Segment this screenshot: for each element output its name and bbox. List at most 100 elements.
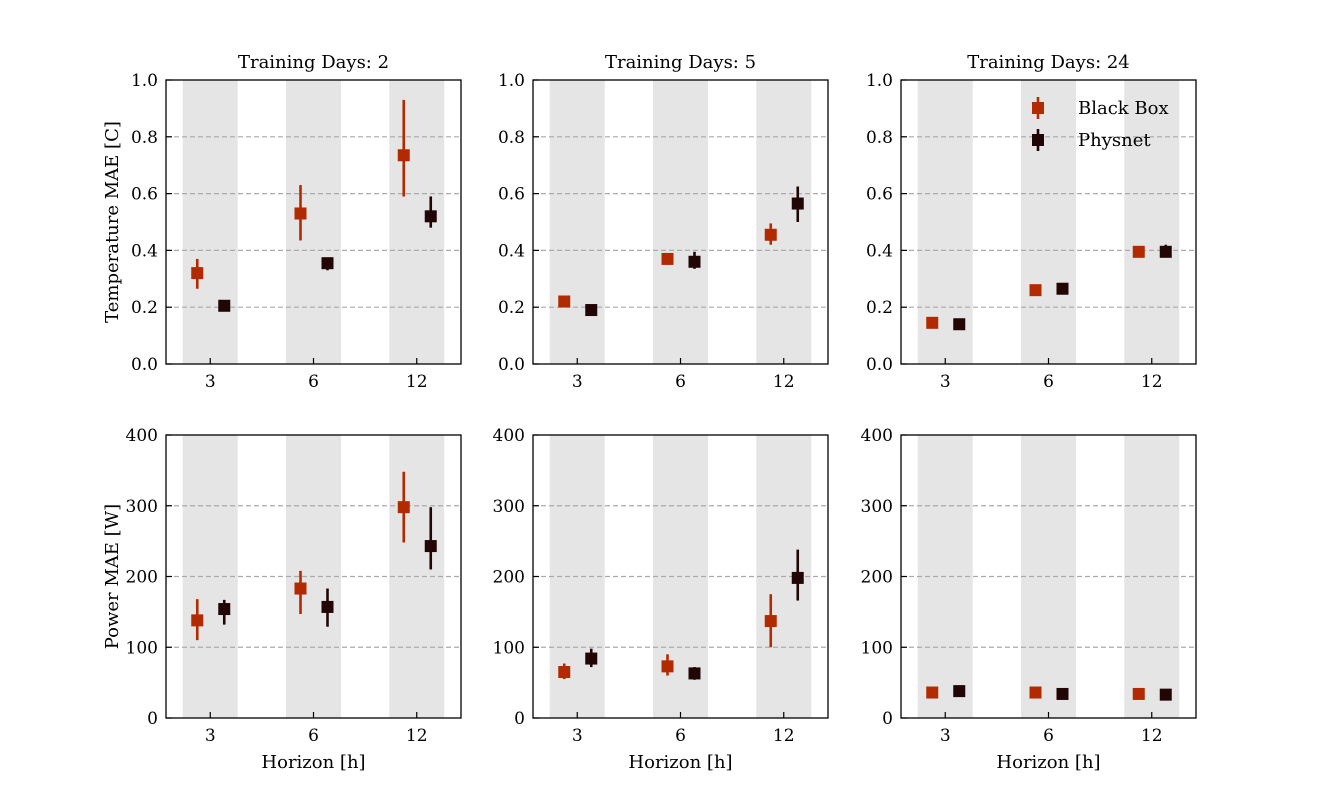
data-point-black-box <box>191 614 204 627</box>
y-tick-label: 400 <box>493 426 525 446</box>
y-tick-label: 0.0 <box>498 355 525 375</box>
category-band-6 <box>653 80 708 364</box>
y-tick-label: 300 <box>493 497 525 517</box>
y-tick-label: 0.6 <box>498 185 525 205</box>
data-point-physnet <box>953 318 966 331</box>
panel-title: Training Days: 2 <box>238 52 389 73</box>
legend-marker-physnet <box>1032 134 1044 146</box>
data-point-black-box <box>294 207 307 220</box>
y-tick-label: 0.8 <box>131 128 158 148</box>
category-band-3 <box>917 80 973 364</box>
x-tick-label: 6 <box>675 372 686 392</box>
panel-title: Training Days: 5 <box>605 52 756 73</box>
y-tick-label: 0.4 <box>498 241 525 261</box>
x-tick-label: 3 <box>572 726 583 746</box>
data-point-physnet <box>791 571 804 584</box>
x-tick-label: 3 <box>572 372 583 392</box>
x-tick-label: 12 <box>406 372 428 392</box>
category-band-6 <box>1021 80 1076 364</box>
data-point-physnet <box>424 210 437 223</box>
category-band-12 <box>756 80 812 364</box>
x-tick-label: 3 <box>205 726 216 746</box>
y-tick-label: 0.6 <box>131 185 158 205</box>
y-tick-label: 0.6 <box>866 185 893 205</box>
y-tick-label: 0.2 <box>866 298 893 318</box>
data-point-black-box <box>1029 284 1042 297</box>
y-tick-label: 0 <box>882 709 893 729</box>
x-tick-label: 6 <box>308 726 319 746</box>
x-axis-label: Horizon [h] <box>261 752 365 773</box>
data-point-physnet <box>321 600 334 613</box>
y-tick-label: 0.4 <box>131 241 158 261</box>
data-point-black-box <box>661 252 674 265</box>
data-point-physnet <box>1056 282 1069 295</box>
data-point-black-box <box>558 295 571 308</box>
x-tick-label: 12 <box>773 372 795 392</box>
x-tick-label: 3 <box>940 726 951 746</box>
y-tick-label: 100 <box>126 638 158 658</box>
category-band-3 <box>182 80 238 364</box>
category-band-12 <box>1124 80 1180 364</box>
category-band-6 <box>286 80 341 364</box>
panel-1: 0.0 0.2 0.4 0.6 0.8 1.0 3 6 12 Training Days: 2 Te… <box>102 52 462 392</box>
data-point-physnet <box>321 257 334 270</box>
y-tick-label: 0.8 <box>498 128 525 148</box>
y-tick-label: 100 <box>493 638 525 658</box>
data-point-black-box <box>191 267 204 280</box>
y-tick-label: 200 <box>126 568 158 588</box>
y-tick-label: 300 <box>861 497 893 517</box>
data-point-physnet <box>585 304 598 317</box>
y-tick-label: 1.0 <box>866 71 893 91</box>
x-tick-label: 6 <box>1043 372 1054 392</box>
data-point-physnet <box>1159 688 1172 701</box>
x-tick-label: 6 <box>1043 726 1054 746</box>
y-tick-label: 0.2 <box>498 298 525 318</box>
y-tick-label: 1.0 <box>498 71 525 91</box>
data-point-black-box <box>397 501 410 514</box>
x-axis-label: Horizon [h] <box>996 752 1100 773</box>
panel-title: Training Days: 24 <box>967 52 1130 73</box>
data-point-physnet <box>688 255 701 268</box>
data-point-physnet <box>953 685 966 698</box>
y-axis-label: Temperature MAE [C] <box>102 121 123 323</box>
data-point-physnet <box>585 652 598 665</box>
x-tick-label: 12 <box>773 726 795 746</box>
x-tick-label: 12 <box>1141 726 1163 746</box>
y-tick-label: 100 <box>861 638 893 658</box>
panel-4: 0 100 200 300 400 3 6 12 Horizon [h] Power MAE [W… <box>102 426 462 773</box>
legend: Black Box Physnet <box>1032 97 1169 151</box>
y-tick-label: 200 <box>861 568 893 588</box>
data-point-black-box <box>926 686 939 699</box>
y-tick-label: 0.0 <box>866 355 893 375</box>
data-point-physnet <box>218 603 231 616</box>
x-tick-label: 6 <box>675 726 686 746</box>
data-point-physnet <box>688 667 701 680</box>
x-tick-label: 3 <box>940 372 951 392</box>
data-point-black-box <box>926 316 939 329</box>
data-point-black-box <box>397 149 410 162</box>
panel-5: 0 100 200 300 400 3 6 12 Horizon [h] <box>493 426 829 773</box>
y-tick-label: 400 <box>861 426 893 446</box>
data-point-physnet <box>424 540 437 553</box>
x-tick-label: 12 <box>1141 372 1163 392</box>
legend-label-physnet: Physnet <box>1078 130 1151 151</box>
data-point-black-box <box>661 660 674 673</box>
y-tick-label: 300 <box>126 497 158 517</box>
data-point-physnet <box>791 197 804 210</box>
y-tick-label: 0.2 <box>131 298 158 318</box>
category-band-3 <box>549 80 605 364</box>
y-tick-label: 200 <box>493 568 525 588</box>
data-point-black-box <box>1029 686 1042 699</box>
panel-3: 0.0 0.2 0.4 0.6 0.8 1.0 3 6 12 Training Days: 24 B… <box>866 52 1197 392</box>
data-point-black-box <box>1132 687 1145 700</box>
y-tick-label: 0 <box>514 709 525 729</box>
data-point-black-box <box>1132 245 1145 258</box>
panel-2: 0.0 0.2 0.4 0.6 0.8 1.0 3 6 12 Training Days: 5 <box>498 52 829 392</box>
y-tick-label: 400 <box>126 426 158 446</box>
y-tick-label: 0.0 <box>131 355 158 375</box>
y-tick-label: 0.8 <box>866 128 893 148</box>
data-point-black-box <box>558 666 571 679</box>
data-point-black-box <box>764 228 777 241</box>
legend-marker-black_box <box>1032 102 1044 114</box>
